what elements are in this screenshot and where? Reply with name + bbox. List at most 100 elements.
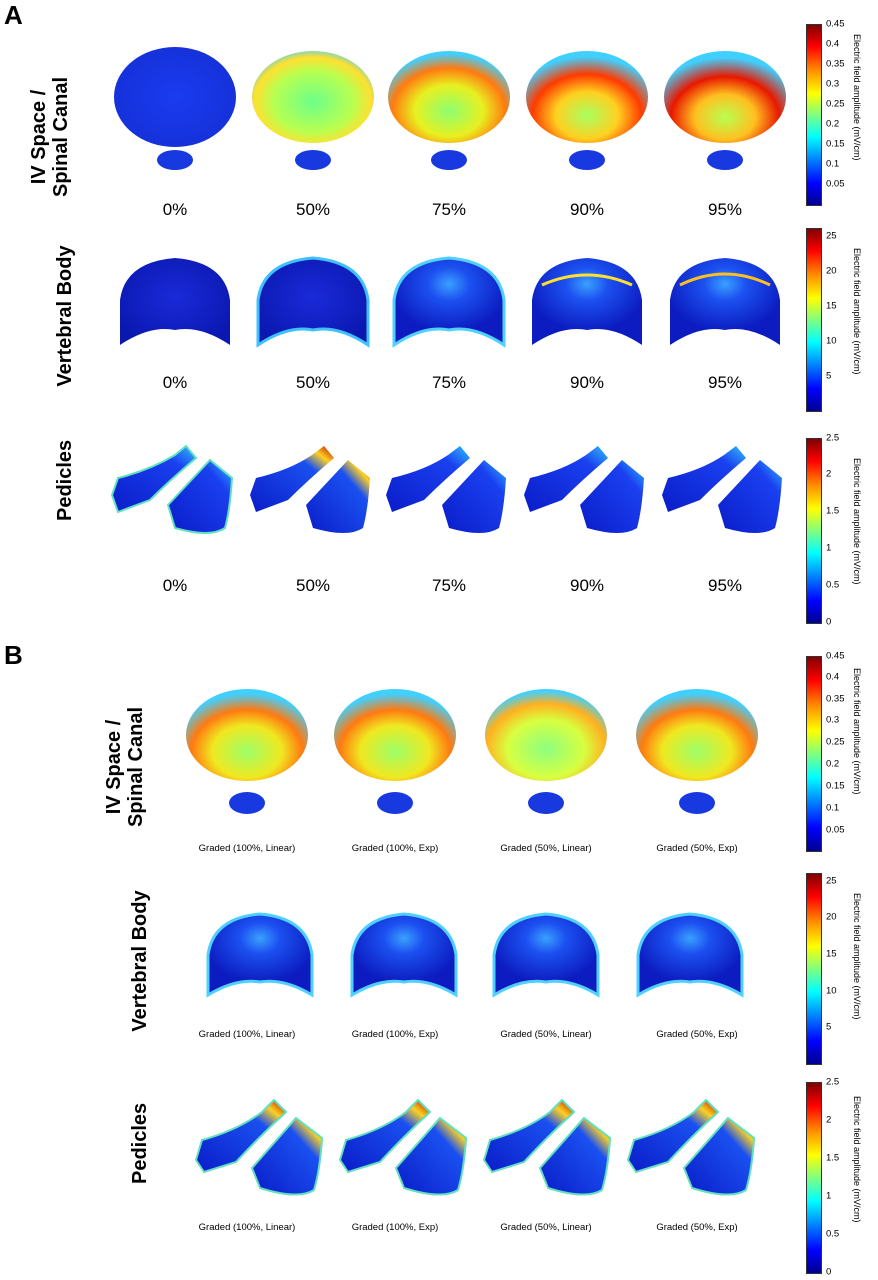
tick: 0.5 bbox=[826, 579, 840, 591]
label-b3-1: Graded (100%, Exp) bbox=[351, 1222, 439, 1233]
a-vertebral-75 bbox=[392, 256, 506, 348]
colorbar-b1 bbox=[806, 656, 822, 852]
tick: 20 bbox=[826, 911, 837, 923]
tick: 0.45 bbox=[826, 650, 845, 662]
a-ivspace-0 bbox=[114, 47, 236, 170]
colorbar-b1-title: Electric field amplitude (mV/cm) bbox=[852, 668, 862, 795]
label-a3-3: 90% bbox=[569, 576, 605, 595]
colorbar-a3 bbox=[806, 438, 822, 624]
label-a3-0: 0% bbox=[162, 576, 188, 595]
panel-a-letter: A bbox=[4, 0, 23, 30]
label-b1-1: Graded (100%, Exp) bbox=[351, 843, 439, 854]
label-b3-2: Graded (50%, Linear) bbox=[500, 1222, 592, 1233]
tick: 25 bbox=[826, 875, 837, 887]
b-pedicle-2 bbox=[482, 1098, 612, 1196]
tick: 2.5 bbox=[826, 1076, 840, 1088]
tick: 0.25 bbox=[826, 736, 845, 748]
a-ivspace-75 bbox=[388, 51, 510, 170]
colorbar-b3-title: Electric field amplitude (mV/cm) bbox=[852, 1096, 862, 1223]
a-vertebral-0 bbox=[120, 258, 230, 345]
tick: 2 bbox=[826, 1114, 832, 1126]
tick: 10 bbox=[826, 335, 837, 347]
label-a3-1: 50% bbox=[295, 576, 331, 595]
b-pedicle-1 bbox=[338, 1098, 468, 1196]
label-a2-1: 50% bbox=[295, 373, 331, 392]
b-vertebral-3 bbox=[636, 912, 744, 998]
a-pedicle-75 bbox=[386, 446, 506, 533]
tick: 25 bbox=[826, 230, 837, 242]
tick: 15 bbox=[826, 300, 837, 312]
label-a1-3: 90% bbox=[569, 200, 605, 219]
a-pedicle-95 bbox=[662, 446, 782, 533]
label-b2-2: Graded (50%, Linear) bbox=[500, 1029, 592, 1040]
tick: 0.3 bbox=[826, 714, 840, 726]
colorbar-a3-title: Electric field amplitude (mV/cm) bbox=[852, 458, 862, 585]
colorbar-a2-ticks: 25 20 15 10 5 bbox=[806, 228, 866, 410]
tick: 0.35 bbox=[826, 58, 845, 70]
colorbar-b3 bbox=[806, 1082, 822, 1274]
label-a2-0: 0% bbox=[162, 373, 188, 392]
colorbar-b1-ticks: 0.45 0.4 0.35 0.3 0.25 0.2 0.15 0.1 0.05 bbox=[806, 651, 866, 850]
a-vertebral-90 bbox=[532, 258, 642, 345]
tick: 0.35 bbox=[826, 693, 845, 705]
tick: 0.2 bbox=[826, 118, 840, 130]
tick: 2.5 bbox=[826, 432, 840, 444]
label-b3-0: Graded (100%, Linear) bbox=[198, 1222, 296, 1233]
b-pedicle-3 bbox=[626, 1098, 756, 1196]
b-vertebral-1 bbox=[350, 912, 458, 998]
colorbar-b2 bbox=[806, 873, 822, 1065]
tick: 20 bbox=[826, 265, 837, 277]
label-b2-3: Graded (50%, Exp) bbox=[656, 1029, 738, 1040]
label-a1-4: 95% bbox=[707, 200, 743, 219]
tick: 0 bbox=[826, 1266, 832, 1278]
a-pedicle-0 bbox=[110, 444, 234, 534]
b-ivspace-3 bbox=[636, 689, 758, 814]
colorbar-b2-title: Electric field amplitude (mV/cm) bbox=[852, 893, 862, 1020]
label-a1-2: 75% bbox=[431, 200, 467, 219]
colorbar-a2 bbox=[806, 228, 822, 412]
tick: 1 bbox=[826, 1190, 832, 1202]
tick: 1.5 bbox=[826, 505, 840, 517]
panel-b-letter: B bbox=[4, 640, 23, 670]
colorbar-a1 bbox=[806, 24, 822, 206]
tick: 5 bbox=[826, 1021, 832, 1033]
tick: 5 bbox=[826, 370, 832, 382]
tick: 0.1 bbox=[826, 802, 840, 814]
colorbar-b2-ticks: 25 20 15 10 5 bbox=[806, 873, 866, 1063]
b-ivspace-0 bbox=[186, 689, 308, 814]
label-a1-0: 0% bbox=[162, 200, 188, 219]
colorbar-a2-title: Electric field amplitude (mV/cm) bbox=[852, 248, 862, 375]
label-b2-0: Graded (100%, Linear) bbox=[198, 1029, 296, 1040]
tick: 0.3 bbox=[826, 78, 840, 90]
tick: 10 bbox=[826, 985, 837, 997]
a-ivspace-90 bbox=[526, 51, 648, 170]
tick: 0 bbox=[826, 616, 832, 628]
label-a1-1: 50% bbox=[295, 200, 331, 219]
a-ivspace-50 bbox=[252, 51, 374, 170]
tick: 1 bbox=[826, 542, 832, 554]
tick: 0.45 bbox=[826, 18, 845, 30]
a-vertebral-50 bbox=[256, 256, 370, 348]
label-b1-0: Graded (100%, Linear) bbox=[198, 843, 296, 854]
colorbar-a3-ticks: 2.5 2 1.5 1 0.5 0 bbox=[806, 433, 866, 628]
tick: 0.15 bbox=[826, 138, 845, 150]
b-pedicle-0 bbox=[194, 1098, 324, 1196]
tick: 0.4 bbox=[826, 38, 840, 50]
tick: 0.1 bbox=[826, 158, 840, 170]
tick: 0.05 bbox=[826, 824, 845, 836]
a-vertebral-95 bbox=[670, 258, 780, 345]
colorbar-b3-ticks: 2.5 2 1.5 1 0.5 0 bbox=[806, 1077, 866, 1278]
label-a2-2: 75% bbox=[431, 373, 467, 392]
tick: 0.05 bbox=[826, 178, 845, 190]
colorbar-a1-ticks: 0.45 0.4 0.35 0.3 0.25 0.2 0.15 0.1 0.05 bbox=[806, 19, 866, 204]
tick: 15 bbox=[826, 948, 837, 960]
tick: 0.25 bbox=[826, 98, 845, 110]
tick: 0.2 bbox=[826, 758, 840, 770]
label-a2-3: 90% bbox=[569, 373, 605, 392]
b-ivspace-1 bbox=[334, 689, 456, 814]
b-vertebral-0 bbox=[206, 912, 314, 998]
colorbar-a1-title: Electric field amplitude (mV/cm) bbox=[852, 34, 862, 161]
b-ivspace-2 bbox=[485, 689, 607, 814]
tick: 0.5 bbox=[826, 1228, 840, 1240]
